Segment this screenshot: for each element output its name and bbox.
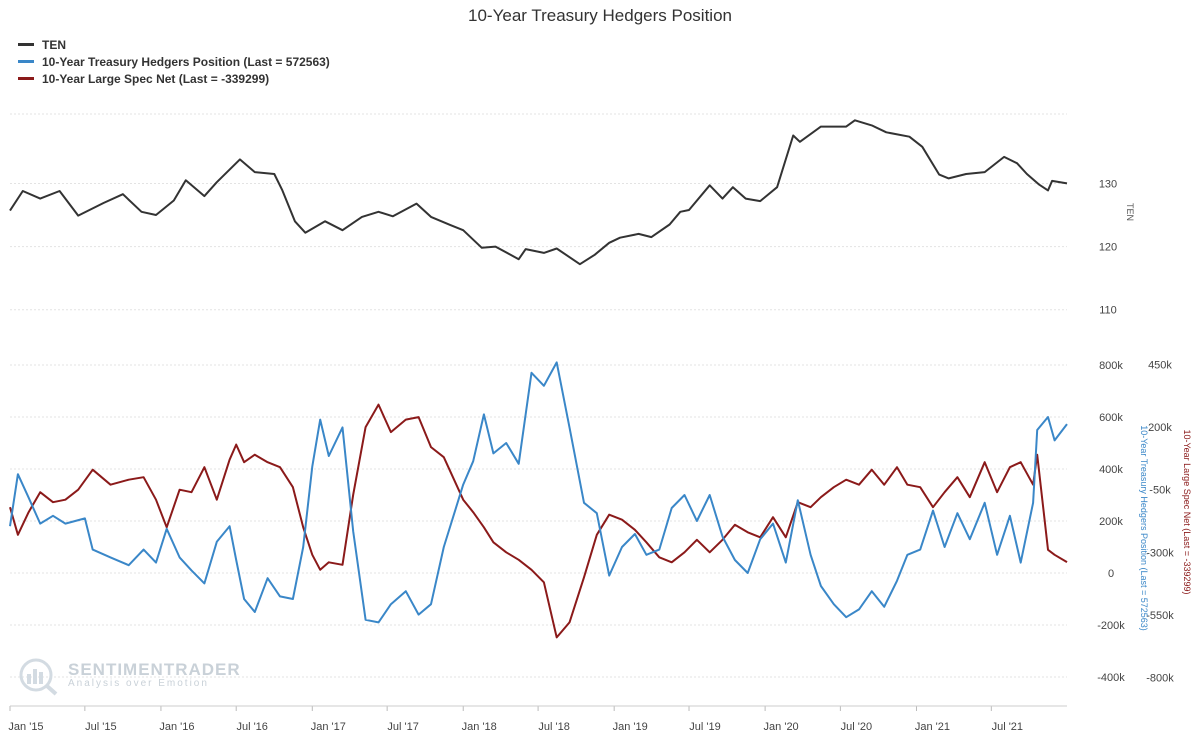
legend-label-hedgers: 10-Year Treasury Hedgers Position (Last …	[42, 54, 330, 69]
x-tick-label: Jan '20	[764, 721, 799, 733]
y-tick-large-spec: -50k	[1149, 485, 1171, 497]
x-tick-label: Jul '20	[841, 721, 872, 733]
grid-layer	[10, 113, 1067, 678]
legend-item-ten[interactable]: TEN	[18, 36, 330, 53]
sentimentrader-logo-icon	[16, 657, 64, 702]
x-tick-label: Jan '15	[8, 721, 43, 733]
y-tick-hedgers: -200k	[1097, 620, 1125, 632]
x-tick-label: Jan '21	[915, 721, 950, 733]
x-tick-label: Jul '15	[85, 721, 116, 733]
y-tick-hedgers: 0	[1108, 568, 1114, 580]
series-line-ten	[9, 119, 1068, 266]
watermark-tagline: Analysis over Emotion	[68, 678, 209, 689]
watermark-brand: SENTIMENTRADER	[68, 660, 241, 679]
y-tick-hedgers: -400k	[1097, 672, 1125, 684]
x-tick-label: Jul '18	[538, 721, 569, 733]
x-tick-label: Jan '17	[311, 721, 346, 733]
series-line-large-spec	[9, 403, 1068, 639]
legend-swatch-ten	[18, 43, 34, 46]
y-tick-hedgers: 400k	[1099, 464, 1123, 476]
y-tick-large-spec: -300k	[1146, 547, 1174, 559]
large-spec-axis-label: 10-Year Large Spec Net (Last = -339299)	[1182, 429, 1192, 594]
x-tick-label: Jan '18	[462, 721, 497, 733]
y-tick-large-spec: 450k	[1148, 360, 1172, 372]
legend: TEN 10-Year Treasury Hedgers Position (L…	[18, 36, 330, 87]
legend-item-large-spec[interactable]: 10-Year Large Spec Net (Last = -339299)	[18, 70, 330, 87]
legend-swatch-large-spec	[18, 77, 34, 80]
x-tick-label: Jul '16	[236, 721, 267, 733]
y-tick-hedgers: 200k	[1099, 516, 1123, 528]
hedgers-axis-label: 10-Year Treasury Hedgers Position (Last …	[1139, 425, 1149, 631]
y-tick-large-spec: -550k	[1146, 610, 1174, 622]
x-tick-label: Jul '19	[689, 721, 720, 733]
axis-layer: 110 120 130 TEN 800k 600k 400k 200k 0 -200k -400k 4…	[8, 178, 1192, 733]
price-axis-label: TEN	[1125, 203, 1135, 221]
y-tick-price: 110	[1099, 305, 1117, 317]
series-layer	[9, 119, 1068, 639]
x-tick-label: Jan '16	[159, 721, 194, 733]
y-tick-price: 120	[1099, 242, 1117, 254]
x-tick-label: Jul '17	[387, 721, 418, 733]
series-line-hedgers	[9, 361, 1068, 624]
y-tick-large-spec: 200k	[1148, 422, 1172, 434]
y-tick-large-spec: -800k	[1146, 672, 1174, 684]
legend-label-ten: TEN	[42, 37, 66, 52]
x-tick-label: Jan '19	[613, 721, 648, 733]
y-tick-hedgers: 800k	[1099, 360, 1123, 372]
legend-item-hedgers[interactable]: 10-Year Treasury Hedgers Position (Last …	[18, 53, 330, 70]
y-tick-hedgers: 600k	[1099, 412, 1123, 424]
x-tick-label: Jul '21	[992, 721, 1023, 733]
chart-title: 10-Year Treasury Hedgers Position	[468, 6, 732, 25]
legend-swatch-hedgers	[18, 60, 34, 63]
y-tick-price: 130	[1099, 178, 1117, 190]
legend-label-large-spec: 10-Year Large Spec Net (Last = -339299)	[42, 71, 270, 86]
